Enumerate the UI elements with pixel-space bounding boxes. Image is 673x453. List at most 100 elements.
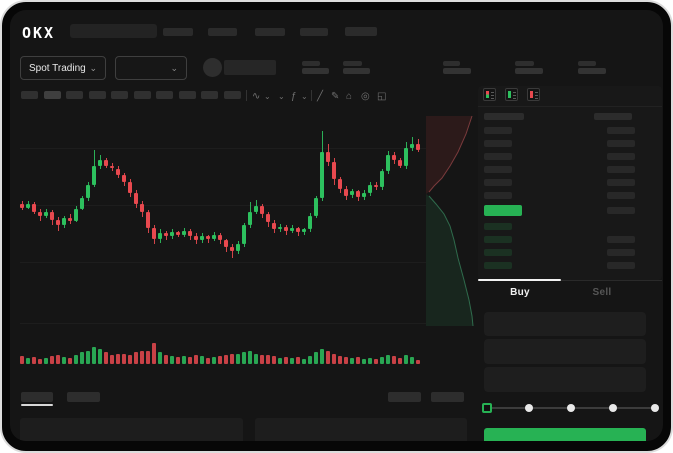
indicators-icon[interactable]: ƒ <box>291 91 297 102</box>
timeframe-button[interactable] <box>66 91 83 99</box>
draw-icon[interactable]: ✎ <box>331 91 340 102</box>
volume-bar <box>68 357 72 364</box>
volume-bar <box>398 357 402 364</box>
timeframe-button[interactable] <box>201 91 218 99</box>
chevron-down-icon[interactable]: ⌄ <box>301 92 308 101</box>
timeframe-button[interactable] <box>88 91 106 99</box>
bottom-action-1[interactable] <box>388 392 421 402</box>
candle-body <box>50 211 54 220</box>
candle-body <box>308 215 312 230</box>
volume-bar <box>56 354 60 364</box>
slider-stop[interactable] <box>609 404 617 412</box>
settings-gear-icon[interactable]: ◎ <box>361 91 370 102</box>
ask-price-bar <box>484 127 512 134</box>
orderbook-asks-icon[interactable] <box>527 88 540 101</box>
nav-item-4[interactable] <box>300 28 328 36</box>
volume-bar <box>62 356 66 364</box>
volume-bar <box>272 355 276 364</box>
depth-bids-area <box>426 194 473 326</box>
candle-body <box>38 211 42 216</box>
market-type-dropdown[interactable]: Spot Trading ⌄ <box>20 56 106 80</box>
slider-stop[interactable] <box>525 404 533 412</box>
volume-bar <box>26 357 30 364</box>
nav-item-2[interactable] <box>208 28 237 36</box>
candle-body <box>176 231 180 235</box>
candlestick-chart[interactable] <box>20 108 426 366</box>
candle-body <box>290 227 294 231</box>
tab-buy[interactable]: Buy <box>510 287 530 298</box>
nav-item-1[interactable] <box>163 28 193 36</box>
volume-bar <box>314 352 318 364</box>
orders-table-placeholder <box>20 418 243 441</box>
candle-wick <box>232 244 233 258</box>
bottom-tab-open-orders[interactable] <box>21 392 53 402</box>
volume-bar <box>416 359 420 364</box>
fullscreen-icon[interactable]: ◱ <box>377 91 387 102</box>
ask-amount-bar <box>607 140 635 147</box>
nav-item-3[interactable] <box>255 28 285 36</box>
slider-stop[interactable] <box>567 404 575 412</box>
timeframe-button[interactable] <box>133 91 151 99</box>
tab-sell[interactable]: Sell <box>592 287 612 298</box>
gridline <box>20 205 426 206</box>
slider-handle[interactable] <box>482 403 492 413</box>
bottom-action-2[interactable] <box>431 392 464 402</box>
ask-amount-bar <box>607 166 635 173</box>
volume-bar <box>320 349 324 364</box>
candle-body <box>398 160 402 166</box>
chevron-down-icon[interactable]: ⌄ <box>278 92 285 101</box>
candle-body <box>158 233 162 239</box>
orderbook-amount-bar <box>607 207 635 214</box>
volume-bar <box>38 358 42 364</box>
timeframe-button[interactable] <box>178 91 196 99</box>
buy-submit-button[interactable] <box>484 428 646 441</box>
timeframe-button[interactable] <box>156 91 173 99</box>
pair-dropdown[interactable]: ⌄ <box>115 56 187 80</box>
volume-bar <box>386 354 390 364</box>
search-input[interactable] <box>70 24 157 38</box>
timeframe-button[interactable] <box>21 91 38 99</box>
volume-bar <box>248 351 252 364</box>
candle-body <box>224 240 228 247</box>
volume-bar <box>20 355 24 364</box>
volume-bar <box>308 355 312 364</box>
nav-item-5[interactable] <box>345 27 377 36</box>
camera-icon[interactable]: ⌂ <box>346 91 353 102</box>
timeframe-button[interactable] <box>223 91 241 99</box>
volume-bar <box>164 354 168 364</box>
candle-body <box>194 236 198 241</box>
gridline <box>20 323 426 324</box>
candle-body <box>206 236 210 239</box>
volume-bar <box>278 357 282 364</box>
price-input[interactable] <box>484 312 646 336</box>
okx-logo: OKX <box>22 24 56 42</box>
volume-bar <box>170 355 174 364</box>
bid-amount-bar <box>607 236 635 243</box>
total-input[interactable] <box>484 367 646 392</box>
volume-bar <box>392 356 396 364</box>
volume-bar <box>404 355 408 364</box>
orderbook-bids-icon[interactable] <box>505 88 518 101</box>
volume-bar <box>356 357 360 364</box>
candle-style-icon[interactable]: ∿ <box>252 91 261 102</box>
candle-body <box>92 165 96 185</box>
timeframe-button[interactable] <box>43 91 61 99</box>
orderbook-combined-icon[interactable] <box>483 88 496 101</box>
trend-line-icon[interactable]: ╱ <box>317 91 324 102</box>
volume-bar <box>206 357 210 364</box>
chevron-down-icon[interactable]: ⌄ <box>264 92 271 101</box>
ask-amount-bar <box>607 179 635 186</box>
bottom-tab-order-history[interactable] <box>67 392 100 402</box>
candle-body <box>272 222 276 230</box>
candle-body <box>344 188 348 196</box>
slider-stop[interactable] <box>651 404 659 412</box>
candle-body <box>218 234 222 241</box>
bid-price-bar <box>484 262 512 269</box>
candle-body <box>368 184 372 193</box>
candle-body <box>404 148 408 166</box>
amount-input[interactable] <box>484 339 646 364</box>
volume-bar <box>212 356 216 364</box>
bid-price-bar <box>484 249 512 256</box>
tabbar-divider <box>478 280 662 281</box>
timeframe-button[interactable] <box>111 91 128 99</box>
